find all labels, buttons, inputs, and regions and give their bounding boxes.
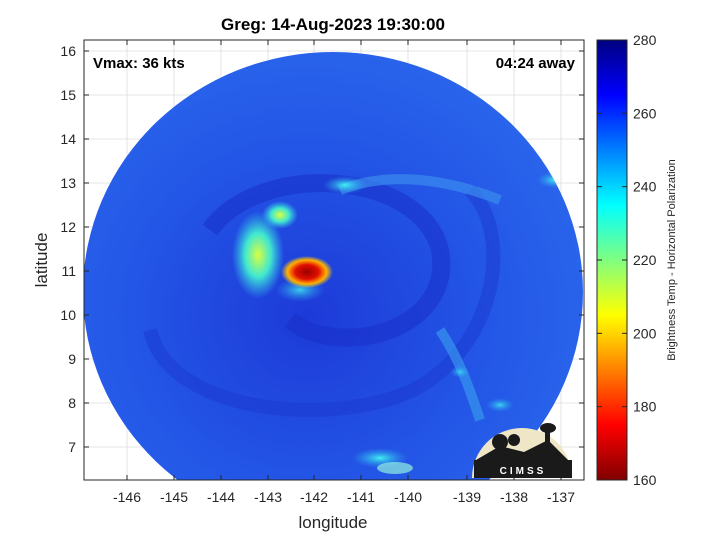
plot-frame <box>83 39 585 481</box>
y-tick-label: 13 <box>60 175 76 191</box>
colorbar-ticks: 280 260 240 220 200 180 160 <box>597 32 657 488</box>
y-tick-label: 8 <box>68 395 76 411</box>
y-axis-label: latitude <box>32 233 51 288</box>
y-tick-label: 14 <box>60 131 76 147</box>
x-tick-label: -138 <box>500 489 528 505</box>
x-tick-label: -140 <box>394 489 422 505</box>
colorbar-tick-label: 160 <box>633 472 657 488</box>
x-tick-label: -146 <box>113 489 141 505</box>
y-tick-label: 16 <box>60 43 76 59</box>
colorbar-tick-label: 180 <box>633 399 657 415</box>
colorbar-label: Brightness Temp - Horizontal Polarizatio… <box>666 159 678 361</box>
distance-label: 04:24 away <box>496 55 576 72</box>
y-tick-label: 12 <box>60 219 76 235</box>
tick-marks <box>84 40 584 480</box>
x-tick-label: -143 <box>254 489 282 505</box>
y-tick-labels: 16 15 14 13 12 11 10 9 8 7 <box>60 43 76 455</box>
x-tick-label: -145 <box>160 489 188 505</box>
colorbar-tick-label: 200 <box>633 325 657 341</box>
colorbar-tick-label: 220 <box>633 252 657 268</box>
figure-title: Greg: 14-Aug-2023 19:30:00 <box>221 15 445 34</box>
vmax-label: Vmax: 36 kts <box>93 55 185 72</box>
x-tick-label: -137 <box>547 489 575 505</box>
y-tick-label: 11 <box>61 263 76 279</box>
x-tick-label: -139 <box>453 489 481 505</box>
y-tick-label: 7 <box>68 439 76 455</box>
y-tick-label: 9 <box>68 351 76 367</box>
colorbar-tick-label: 280 <box>633 32 657 48</box>
colorbar-tick-label: 240 <box>633 179 657 195</box>
cimss-logo: CIMSS <box>472 423 572 478</box>
y-tick-label: 10 <box>60 307 76 323</box>
x-tick-label: -141 <box>347 489 375 505</box>
x-tick-label: -144 <box>207 489 235 505</box>
satellite-swath <box>84 52 583 480</box>
x-axis-label: longitude <box>298 513 367 532</box>
y-tick-label: 15 <box>60 87 76 103</box>
x-tick-label: -142 <box>300 489 328 505</box>
x-tick-labels: -146 -145 -144 -143 -142 -141 -140 -139 -138 -137 <box>113 489 575 505</box>
colorbar-tick-label: 260 <box>633 105 657 121</box>
storm-core <box>281 256 333 288</box>
logo-text: CIMSS <box>500 466 547 477</box>
